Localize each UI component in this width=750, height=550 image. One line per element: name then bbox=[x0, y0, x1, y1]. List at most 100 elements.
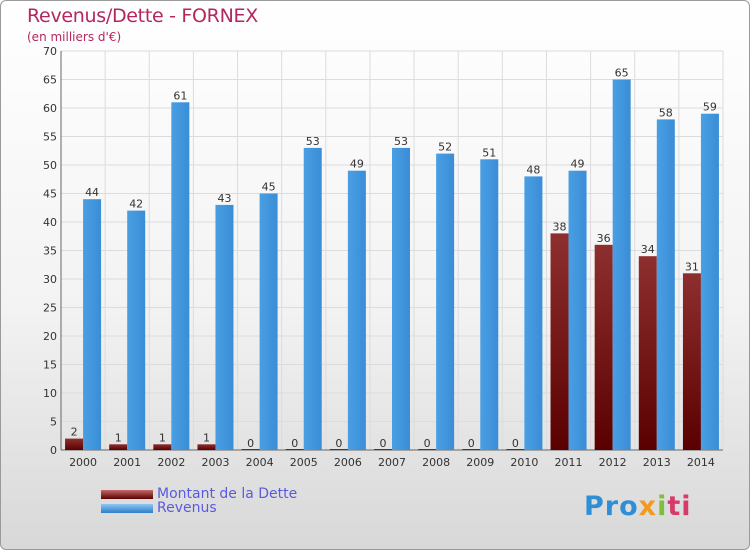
bar-debt bbox=[109, 444, 128, 450]
bar-debt bbox=[462, 449, 481, 450]
data-label-debt: 1 bbox=[115, 431, 122, 444]
x-tick-label: 2011 bbox=[555, 456, 583, 469]
x-tick-label: 2006 bbox=[334, 456, 362, 469]
x-tick-label: 2013 bbox=[643, 456, 671, 469]
data-label-debt: 0 bbox=[512, 437, 519, 450]
bar-revenue bbox=[700, 113, 719, 450]
legend-label-revenue: Revenus bbox=[157, 500, 217, 516]
data-label-revenue: 49 bbox=[350, 158, 364, 171]
data-label-revenue: 58 bbox=[659, 106, 673, 119]
bar-revenue bbox=[83, 199, 102, 450]
data-label-revenue: 61 bbox=[173, 89, 187, 102]
bar-debt bbox=[594, 244, 613, 450]
bar-revenue bbox=[215, 204, 234, 450]
bar-debt bbox=[682, 273, 701, 450]
data-label-debt: 0 bbox=[424, 437, 431, 450]
bar-debt bbox=[241, 449, 260, 450]
data-label-debt: 0 bbox=[380, 437, 387, 450]
proxiti-logo: Proxiti bbox=[584, 491, 692, 522]
data-label-revenue: 49 bbox=[571, 158, 585, 171]
data-label-revenue: 45 bbox=[262, 181, 276, 194]
bar-revenue bbox=[612, 79, 631, 450]
bar-debt bbox=[197, 444, 216, 450]
data-label-revenue: 43 bbox=[217, 192, 231, 205]
data-label-debt: 0 bbox=[468, 437, 475, 450]
data-label-debt: 34 bbox=[641, 243, 655, 256]
x-tick-label: 2004 bbox=[246, 456, 274, 469]
y-tick-label: 20 bbox=[43, 330, 57, 343]
x-tick-label: 2014 bbox=[687, 456, 715, 469]
bar-revenue bbox=[656, 119, 675, 451]
bar-debt bbox=[65, 438, 84, 450]
data-label-debt: 1 bbox=[203, 431, 210, 444]
data-label-revenue: 52 bbox=[438, 141, 452, 154]
y-tick-label: 60 bbox=[43, 102, 57, 115]
y-tick-label: 5 bbox=[50, 416, 57, 429]
data-label-debt: 0 bbox=[247, 437, 254, 450]
data-label-debt: 1 bbox=[159, 431, 166, 444]
y-tick-label: 35 bbox=[43, 245, 57, 258]
y-tick-label: 50 bbox=[43, 159, 57, 172]
chart-subtitle: (en milliers d'€) bbox=[27, 30, 122, 44]
data-label-revenue: 59 bbox=[703, 101, 717, 114]
bar-revenue bbox=[480, 159, 499, 451]
x-tick-label: 2001 bbox=[113, 456, 141, 469]
y-tick-label: 45 bbox=[43, 188, 57, 201]
data-label-revenue: 42 bbox=[129, 198, 143, 211]
y-tick-label: 25 bbox=[43, 302, 57, 315]
bar-revenue bbox=[127, 210, 146, 450]
y-tick-label: 10 bbox=[43, 387, 57, 400]
legend-item-debt: Montant de la Dette bbox=[101, 486, 401, 503]
data-label-debt: 38 bbox=[553, 220, 567, 233]
x-tick-label: 2005 bbox=[290, 456, 318, 469]
bar-debt bbox=[638, 256, 657, 450]
y-tick-label: 40 bbox=[43, 216, 57, 229]
bar-debt bbox=[506, 449, 525, 450]
x-tick-label: 2002 bbox=[157, 456, 185, 469]
data-label-debt: 36 bbox=[597, 232, 611, 245]
data-label-revenue: 48 bbox=[526, 163, 540, 176]
legend-item-revenue: Revenus bbox=[101, 500, 401, 517]
bar-debt bbox=[374, 449, 392, 450]
data-label-revenue: 51 bbox=[482, 146, 496, 159]
chart-title: Revenus/Dette - FORNEX bbox=[27, 5, 258, 27]
bar-revenue bbox=[524, 176, 543, 450]
y-tick-label: 0 bbox=[50, 444, 57, 457]
y-tick-label: 55 bbox=[43, 131, 57, 144]
bar-revenue bbox=[392, 147, 410, 450]
data-label-revenue: 53 bbox=[394, 135, 408, 148]
bar-debt bbox=[153, 444, 172, 450]
bar-revenue bbox=[347, 170, 366, 450]
bar-revenue bbox=[568, 170, 587, 450]
x-tick-label: 2009 bbox=[466, 456, 494, 469]
bar-revenue bbox=[436, 153, 455, 450]
bar-debt bbox=[329, 449, 348, 450]
legend-label-debt: Montant de la Dette bbox=[157, 486, 298, 502]
data-label-debt: 0 bbox=[335, 437, 342, 450]
x-tick-label: 2008 bbox=[422, 456, 450, 469]
bar-revenue bbox=[171, 102, 190, 451]
bar-debt bbox=[285, 449, 304, 450]
x-tick-label: 2012 bbox=[599, 456, 627, 469]
x-tick-label: 2010 bbox=[510, 456, 538, 469]
x-tick-label: 2000 bbox=[69, 456, 97, 469]
y-tick-label: 65 bbox=[43, 74, 57, 87]
bar-revenue bbox=[303, 147, 322, 450]
x-tick-label: 2007 bbox=[378, 456, 406, 469]
bar-revenue bbox=[259, 193, 278, 450]
x-tick-label: 2003 bbox=[201, 456, 229, 469]
data-label-revenue: 44 bbox=[85, 186, 99, 199]
data-label-debt: 2 bbox=[71, 426, 78, 439]
bar-debt bbox=[418, 449, 437, 450]
legend-swatch-debt bbox=[101, 490, 153, 499]
data-label-debt: 31 bbox=[685, 260, 699, 273]
y-tick-label: 70 bbox=[43, 45, 57, 58]
data-label-revenue: 65 bbox=[615, 67, 629, 80]
y-tick-label: 30 bbox=[43, 273, 57, 286]
data-label-debt: 0 bbox=[291, 437, 298, 450]
y-tick-label: 15 bbox=[43, 359, 57, 372]
data-label-revenue: 53 bbox=[306, 135, 320, 148]
bar-debt bbox=[550, 233, 569, 450]
